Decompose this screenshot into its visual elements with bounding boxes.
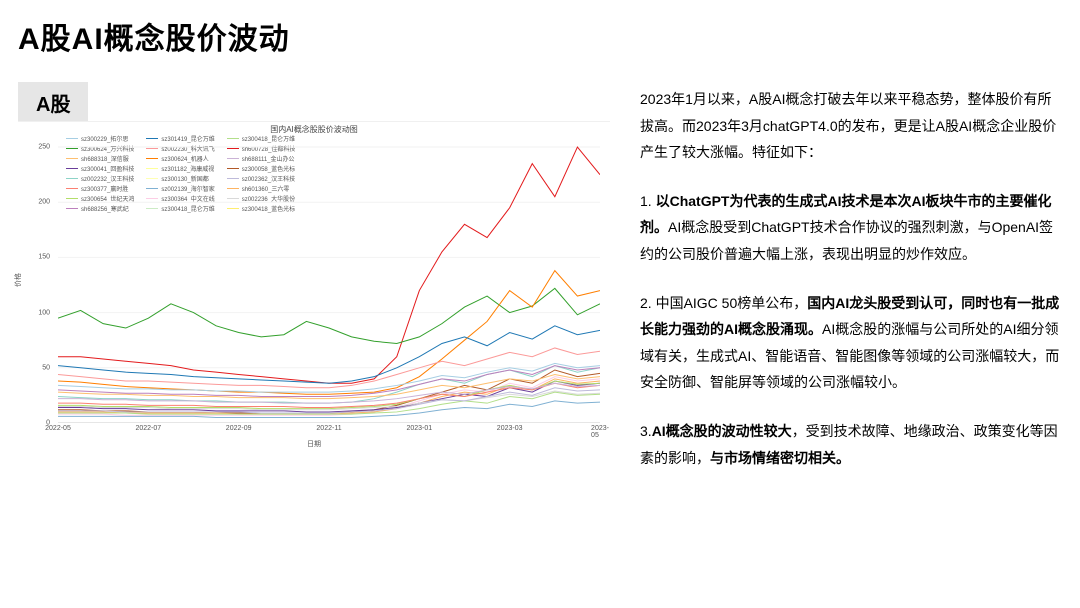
point-2: 2. 中国AIGC 50榜单公布，国内AI龙头股受到认可，同时也有一批成长能力强… [640,290,1060,396]
series-line [58,147,600,383]
chart-plot-area [58,136,600,423]
x-tick-label: 2022-05 [45,425,71,432]
p3-bold1: AI概念股的波动性较大 [652,423,792,439]
p3-bold2: 与市场情绪密切相关。 [710,450,850,466]
y-tick-label: 100 [38,309,50,316]
price-chart: 国内AI概念股股价波动图 价格 sz300229_拓尔思sz301419_昆仑万… [18,121,610,451]
left-column: A股 国内AI概念股股价波动图 价格 sz300229_拓尔思sz301419_… [18,82,610,451]
right-column-text: 2023年1月以来，A股AI概念打破去年以来平稳态势，整体股价有所拔高。而202… [640,86,1060,493]
y-tick-label: 50 [42,364,50,371]
y-tick-label: 200 [38,199,50,206]
point-1: 1. 以ChatGPT为代表的生成式AI技术是本次AI板块牛市的主要催化剂。AI… [640,188,1060,268]
p3-prefix: 3. [640,423,652,439]
tab-bar: A股 [18,82,610,121]
y-tick-label: 150 [38,254,50,261]
x-tick-label: 2023-05 [591,425,609,439]
p1-prefix: 1. [640,193,656,209]
tab-a-shares[interactable]: A股 [18,82,88,121]
y-tick-label: 250 [38,144,50,151]
x-tick-label: 2022-09 [226,425,252,432]
x-axis-label: 日期 [18,439,610,449]
x-ticks: 2022-052022-072022-092022-112023-012023-… [58,425,600,435]
series-line [58,271,600,395]
x-tick-label: 2023-03 [497,425,523,432]
p1-rest: AI概念股受到ChatGPT技术合作协议的强烈刺激，与OpenAI签约的公司股价… [640,219,1053,262]
p2-prefix: 2. 中国AIGC 50榜单公布， [640,295,807,311]
page-title: A股AI概念股价波动 [18,14,290,58]
x-tick-label: 2023-01 [406,425,432,432]
intro-paragraph: 2023年1月以来，A股AI概念打破去年以来平稳态势，整体股价有所拔高。而202… [640,86,1060,166]
x-tick-label: 2022-07 [135,425,161,432]
point-3: 3.AI概念股的波动性较大，受到技术故障、地缘政治、政策变化等因素的影响，与市场… [640,418,1060,471]
y-ticks: 050100150200250 [18,136,54,423]
x-tick-label: 2022-11 [316,425,341,432]
